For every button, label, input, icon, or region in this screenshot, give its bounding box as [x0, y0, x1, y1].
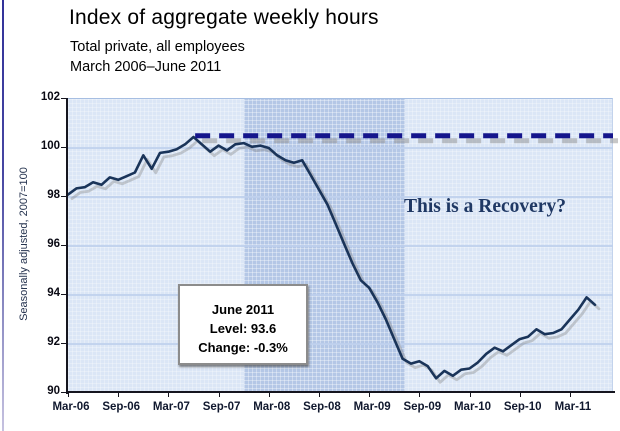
y-tick [61, 391, 66, 393]
y-tick [61, 97, 66, 99]
x-tick-label: Sep-08 [303, 401, 341, 413]
chart-title: Index of aggregate weekly hours [69, 6, 379, 29]
x-tick [168, 393, 170, 397]
gridline [68, 294, 613, 296]
y-tick-label: 92 [47, 336, 60, 348]
x-tick-label: Mar-07 [152, 401, 190, 413]
x-tick [469, 393, 471, 397]
x-tick-label: Sep-10 [503, 401, 542, 413]
x-tick [569, 393, 571, 397]
callout-change: Change: -0.3% [198, 340, 288, 355]
x-tick-label: Mar-09 [353, 401, 391, 413]
chart-date-range: March 2006–June 2011 [70, 59, 222, 75]
y-tick [61, 342, 66, 344]
x-tick [419, 393, 421, 397]
window-left-border [2, 0, 4, 431]
chart-subtitle: Total private, all employees [70, 39, 245, 55]
plot-area [66, 98, 618, 393]
y-tick [61, 293, 66, 295]
x-tick-label: Mar-06 [52, 401, 90, 413]
x-axis-line [66, 391, 615, 393]
y-tick [61, 146, 66, 148]
y-tick-label: 94 [47, 287, 60, 299]
gridline [68, 147, 613, 149]
gridline [68, 343, 613, 345]
x-tick [68, 393, 69, 397]
x-tick [369, 393, 371, 397]
recovery-annotation: This is a Recovery? [404, 196, 566, 217]
x-tick-label: Sep-06 [102, 401, 141, 413]
x-tick-label: Mar-10 [453, 401, 492, 413]
y-axis-line [66, 98, 68, 394]
x-tick [118, 393, 120, 397]
x-tick [268, 393, 270, 397]
callout-level: Level: 93.6 [209, 321, 277, 336]
x-tick [519, 393, 521, 397]
gridline [68, 196, 613, 198]
x-tick-label: Mar-11 [554, 401, 592, 413]
y-tick-label: 102 [40, 91, 60, 103]
x-tick [318, 393, 320, 397]
y-tick [61, 195, 66, 197]
x-tick-label: Sep-07 [202, 401, 241, 413]
y-tick-label: 96 [47, 238, 60, 250]
y-tick-label: 100 [40, 140, 60, 152]
y-tick-label: 90 [47, 385, 60, 397]
x-tick [218, 393, 220, 397]
callout-box: June 2011 Level: 93.6 Change: -0.3% [178, 284, 308, 365]
gridline [68, 245, 613, 247]
series-line [66, 135, 597, 380]
x-tick-label: Mar-08 [253, 401, 291, 413]
series-line-shadow [70, 139, 601, 384]
callout-date: June 2011 [211, 302, 275, 317]
line-chart [66, 133, 618, 384]
y-tick [61, 244, 66, 246]
y-tick-label: 98 [47, 189, 60, 201]
x-tick-label: Sep-09 [403, 401, 442, 413]
